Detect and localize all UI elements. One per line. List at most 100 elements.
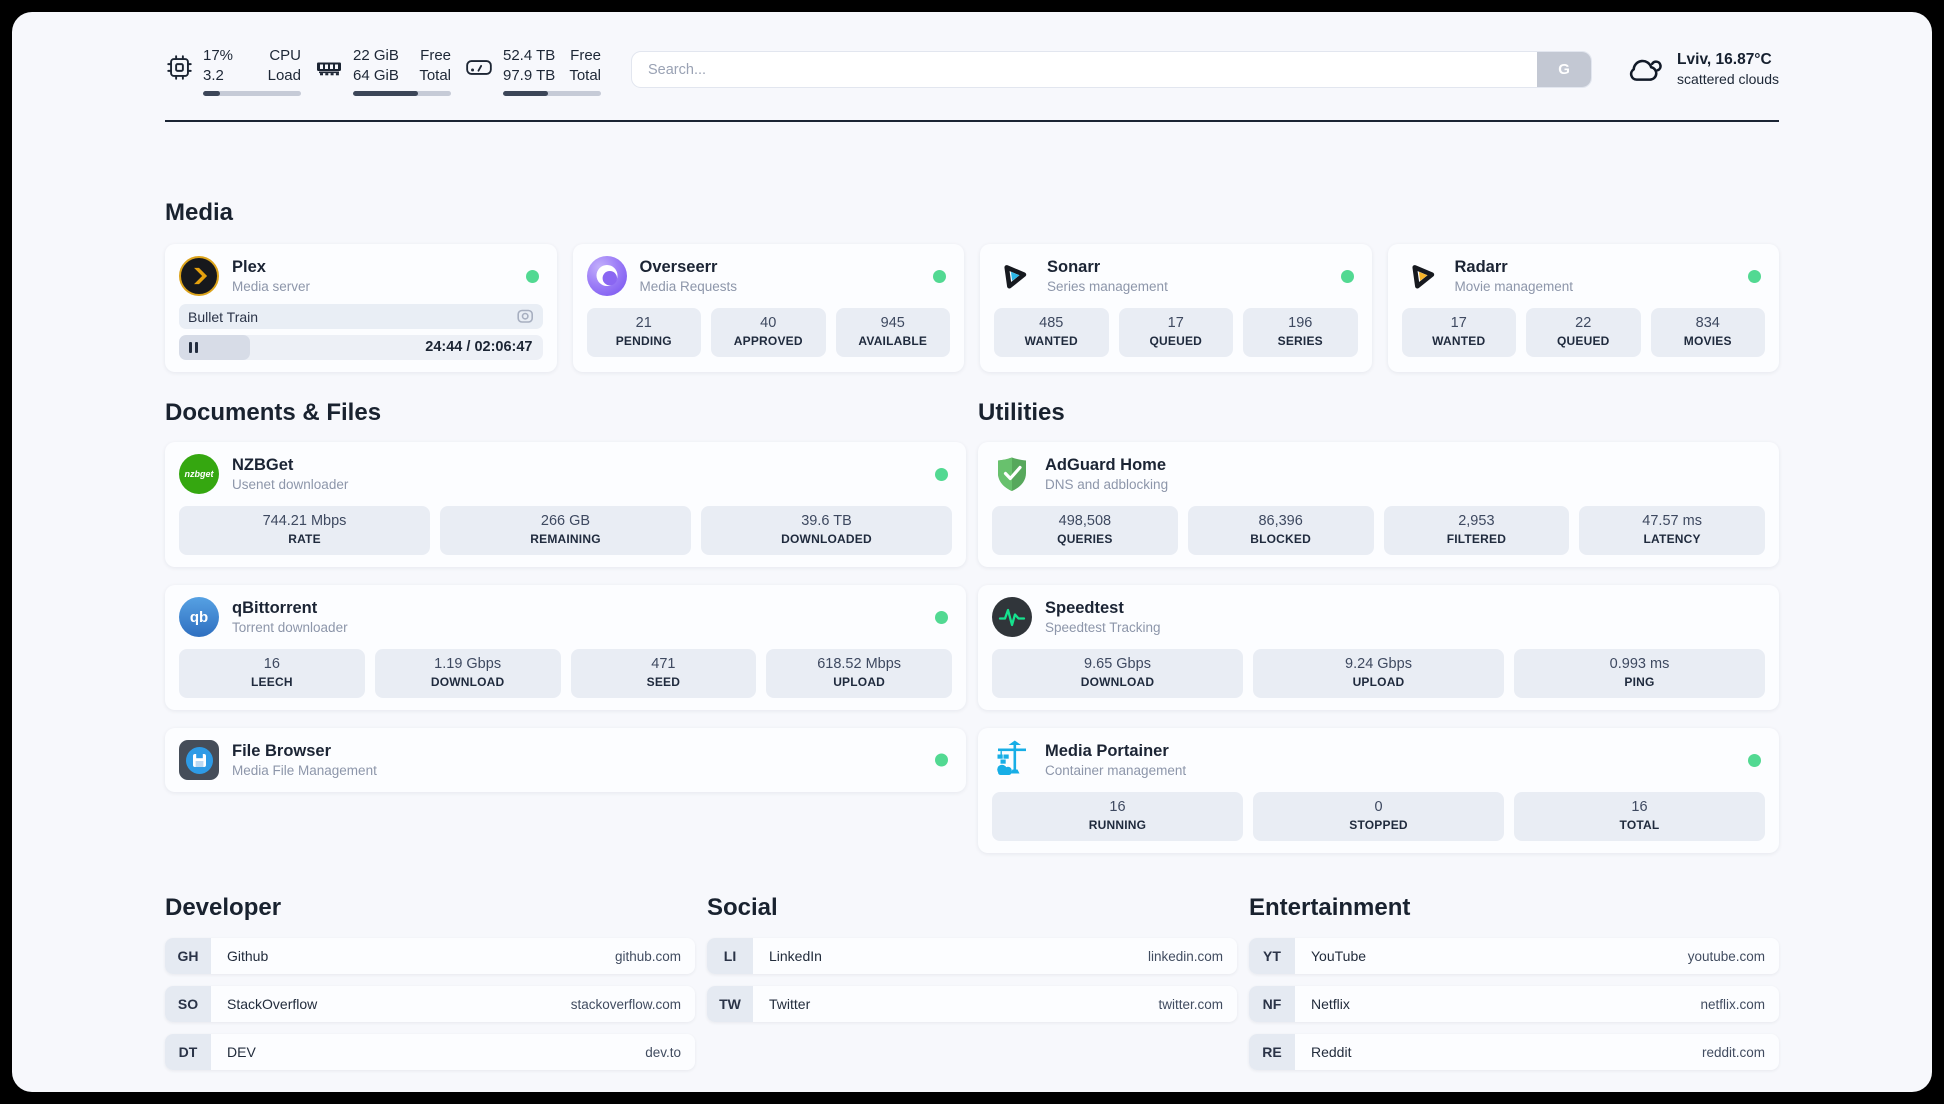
stat-box-latency: 47.57 ms LATENCY <box>1579 506 1765 555</box>
memory-total-label: Total <box>419 67 451 84</box>
app-title: Sonarr <box>1047 258 1101 276</box>
app-card-portainer[interactable]: Media Portainer Container management 16 … <box>978 728 1779 853</box>
link-url: twitter.com <box>1158 996 1223 1012</box>
link-url: dev.to <box>645 1044 681 1060</box>
stat-box-downloaded: 39.6 TB DOWNLOADED <box>701 506 952 555</box>
documents-column: Documents & Files nzbget NZBGet Usenet d… <box>165 398 966 853</box>
top-bar: 17% 3.2 CPU Load <box>165 12 1779 96</box>
stat-box-remaining: 266 GB REMAINING <box>440 506 691 555</box>
stat-box-queued: 22 QUEUED <box>1526 308 1641 357</box>
link-name: Reddit <box>1311 1044 1352 1060</box>
plex-icon <box>179 256 219 296</box>
stat-box-download: 9.65 Gbps DOWNLOAD <box>992 649 1243 698</box>
section-title-developer: Developer <box>165 894 282 921</box>
link-tag: YT <box>1249 938 1295 974</box>
app-card-plex[interactable]: Plex Media server Bullet Train <box>165 244 557 372</box>
stat-box-blocked: 86,396 BLOCKED <box>1187 506 1374 555</box>
disk-total-label: Total <box>569 67 601 84</box>
link-row-dev[interactable]: DT DEV dev.to <box>165 1034 695 1070</box>
links-social: Social LI LinkedIn linkedin.com TW Twitt… <box>707 893 1237 1082</box>
app-card-qbittorrent[interactable]: qb qBittorrent Torrent downloader 16 LEE… <box>165 585 966 710</box>
app-subtitle: Usenet downloader <box>232 477 349 492</box>
link-name: Netflix <box>1311 996 1350 1012</box>
app-card-speedtest[interactable]: Speedtest Speedtest Tracking 9.65 Gbps D… <box>978 585 1779 710</box>
app-subtitle: Media File Management <box>232 763 377 778</box>
search-input[interactable] <box>631 51 1593 88</box>
stat-box-total: 16 TOTAL <box>1514 792 1765 841</box>
stat-box-upload: 9.24 Gbps UPLOAD <box>1253 649 1504 698</box>
ram-icon <box>315 53 343 81</box>
link-tag: NF <box>1249 986 1295 1022</box>
stat-box-download: 1.19 Gbps DOWNLOAD <box>374 649 561 698</box>
memory-progress-fill <box>353 91 418 96</box>
link-name: LinkedIn <box>769 948 822 964</box>
status-dot <box>1748 754 1761 767</box>
app-subtitle: Container management <box>1045 763 1187 778</box>
link-tag: RE <box>1249 1034 1295 1070</box>
section-title-entertainment: Entertainment <box>1249 894 1411 921</box>
pause-icon[interactable] <box>189 342 198 353</box>
link-row-twitter[interactable]: TW Twitter twitter.com <box>707 986 1237 1022</box>
section-title-media: Media <box>165 199 234 226</box>
memory-free-value: 22 GiB <box>353 47 399 64</box>
status-dot <box>935 753 948 767</box>
app-subtitle: Speedtest Tracking <box>1045 620 1161 635</box>
memory-total-value: 64 GiB <box>353 67 399 84</box>
overseerr-icon <box>586 256 627 296</box>
weather-condition: scattered clouds <box>1677 71 1779 87</box>
status-dot <box>933 270 946 283</box>
system-stat-disk: 52.4 TB 97.9 TB Free Total <box>465 46 601 96</box>
app-card-adguard[interactable]: AdGuard Home DNS and adblocking 498,508 … <box>978 442 1779 567</box>
link-row-stackoverflow[interactable]: SO StackOverflow stackoverflow.com <box>165 986 695 1022</box>
link-name: YouTube <box>1311 948 1367 964</box>
nzbget-icon: nzbget <box>179 454 219 494</box>
memory-free-label: Free <box>420 47 451 64</box>
stat-box-rate: 744.21 Mbps RATE <box>179 506 430 555</box>
app-subtitle: Media server <box>232 279 311 294</box>
status-dot <box>525 270 539 283</box>
link-tag: DT <box>165 1034 211 1070</box>
app-card-overseerr[interactable]: Overseerr Media Requests 21 PENDING 40 A… <box>572 244 964 372</box>
link-row-github[interactable]: GH Github github.com <box>165 938 695 974</box>
app-subtitle: DNS and adblocking <box>1045 477 1169 492</box>
weather-widget[interactable]: Lviv, 16.87°C scattered clouds <box>1626 50 1779 88</box>
link-url: netflix.com <box>1700 996 1765 1012</box>
link-row-reddit[interactable]: RE Reddit reddit.com <box>1249 1034 1779 1070</box>
link-name: StackOverflow <box>227 996 318 1012</box>
link-tag: GH <box>165 938 211 974</box>
disk-progress-bar <box>503 91 601 96</box>
disk-free-value: 52.4 TB <box>503 47 556 64</box>
status-dot <box>1748 270 1761 283</box>
app-title: NZBGet <box>232 456 294 474</box>
media-cards-row: Plex Media server Bullet Train <box>165 244 1779 372</box>
link-row-netflix[interactable]: NF Netflix netflix.com <box>1249 986 1779 1022</box>
link-name: Twitter <box>769 996 811 1012</box>
link-tag: LI <box>707 938 753 974</box>
utilities-column: Utilities AdGuard Home <box>978 398 1779 853</box>
stat-box-filtered: 2,953 FILTERED <box>1383 506 1570 555</box>
link-row-youtube[interactable]: YT YouTube youtube.com <box>1249 938 1779 974</box>
link-row-linkedin[interactable]: LI LinkedIn linkedin.com <box>707 938 1237 974</box>
status-dot <box>935 611 948 624</box>
stat-box-series: 196 SERIES <box>1243 308 1358 357</box>
now-playing-row[interactable]: Bullet Train <box>179 304 543 329</box>
playback-progress-bar[interactable]: 24:44 / 02:06:47 <box>179 335 543 360</box>
cpu-load-value: 3.2 <box>203 67 224 84</box>
app-card-radarr[interactable]: Radarr Movie management 17 WANTED 22 QUE… <box>1387 244 1779 372</box>
search-engine-button[interactable]: G <box>1537 52 1592 87</box>
dashboard-page: 17% 3.2 CPU Load <box>12 12 1932 1092</box>
app-card-filebrowser[interactable]: File Browser Media File Management <box>165 728 966 792</box>
search-bar: G <box>631 51 1593 88</box>
link-tag: SO <box>165 986 211 1022</box>
system-stat-memory: 22 GiB 64 GiB Free Total <box>315 46 451 96</box>
stat-box-available: 945 AVAILABLE <box>835 308 950 357</box>
qbittorrent-icon: qb <box>179 597 219 637</box>
filebrowser-icon <box>179 740 219 780</box>
system-stat-cpu: 17% 3.2 CPU Load <box>165 46 301 96</box>
stat-box-queued: 17 QUEUED <box>1118 308 1233 357</box>
cpu-usage-value: 17% <box>203 47 234 64</box>
app-card-nzbget[interactable]: nzbget NZBGet Usenet downloader 744.21 M… <box>165 442 966 567</box>
app-card-sonarr[interactable]: Sonarr Series management 485 WANTED 17 Q… <box>980 244 1372 372</box>
radarr-icon <box>1402 256 1442 296</box>
stat-box-stopped: 0 STOPPED <box>1253 792 1504 841</box>
